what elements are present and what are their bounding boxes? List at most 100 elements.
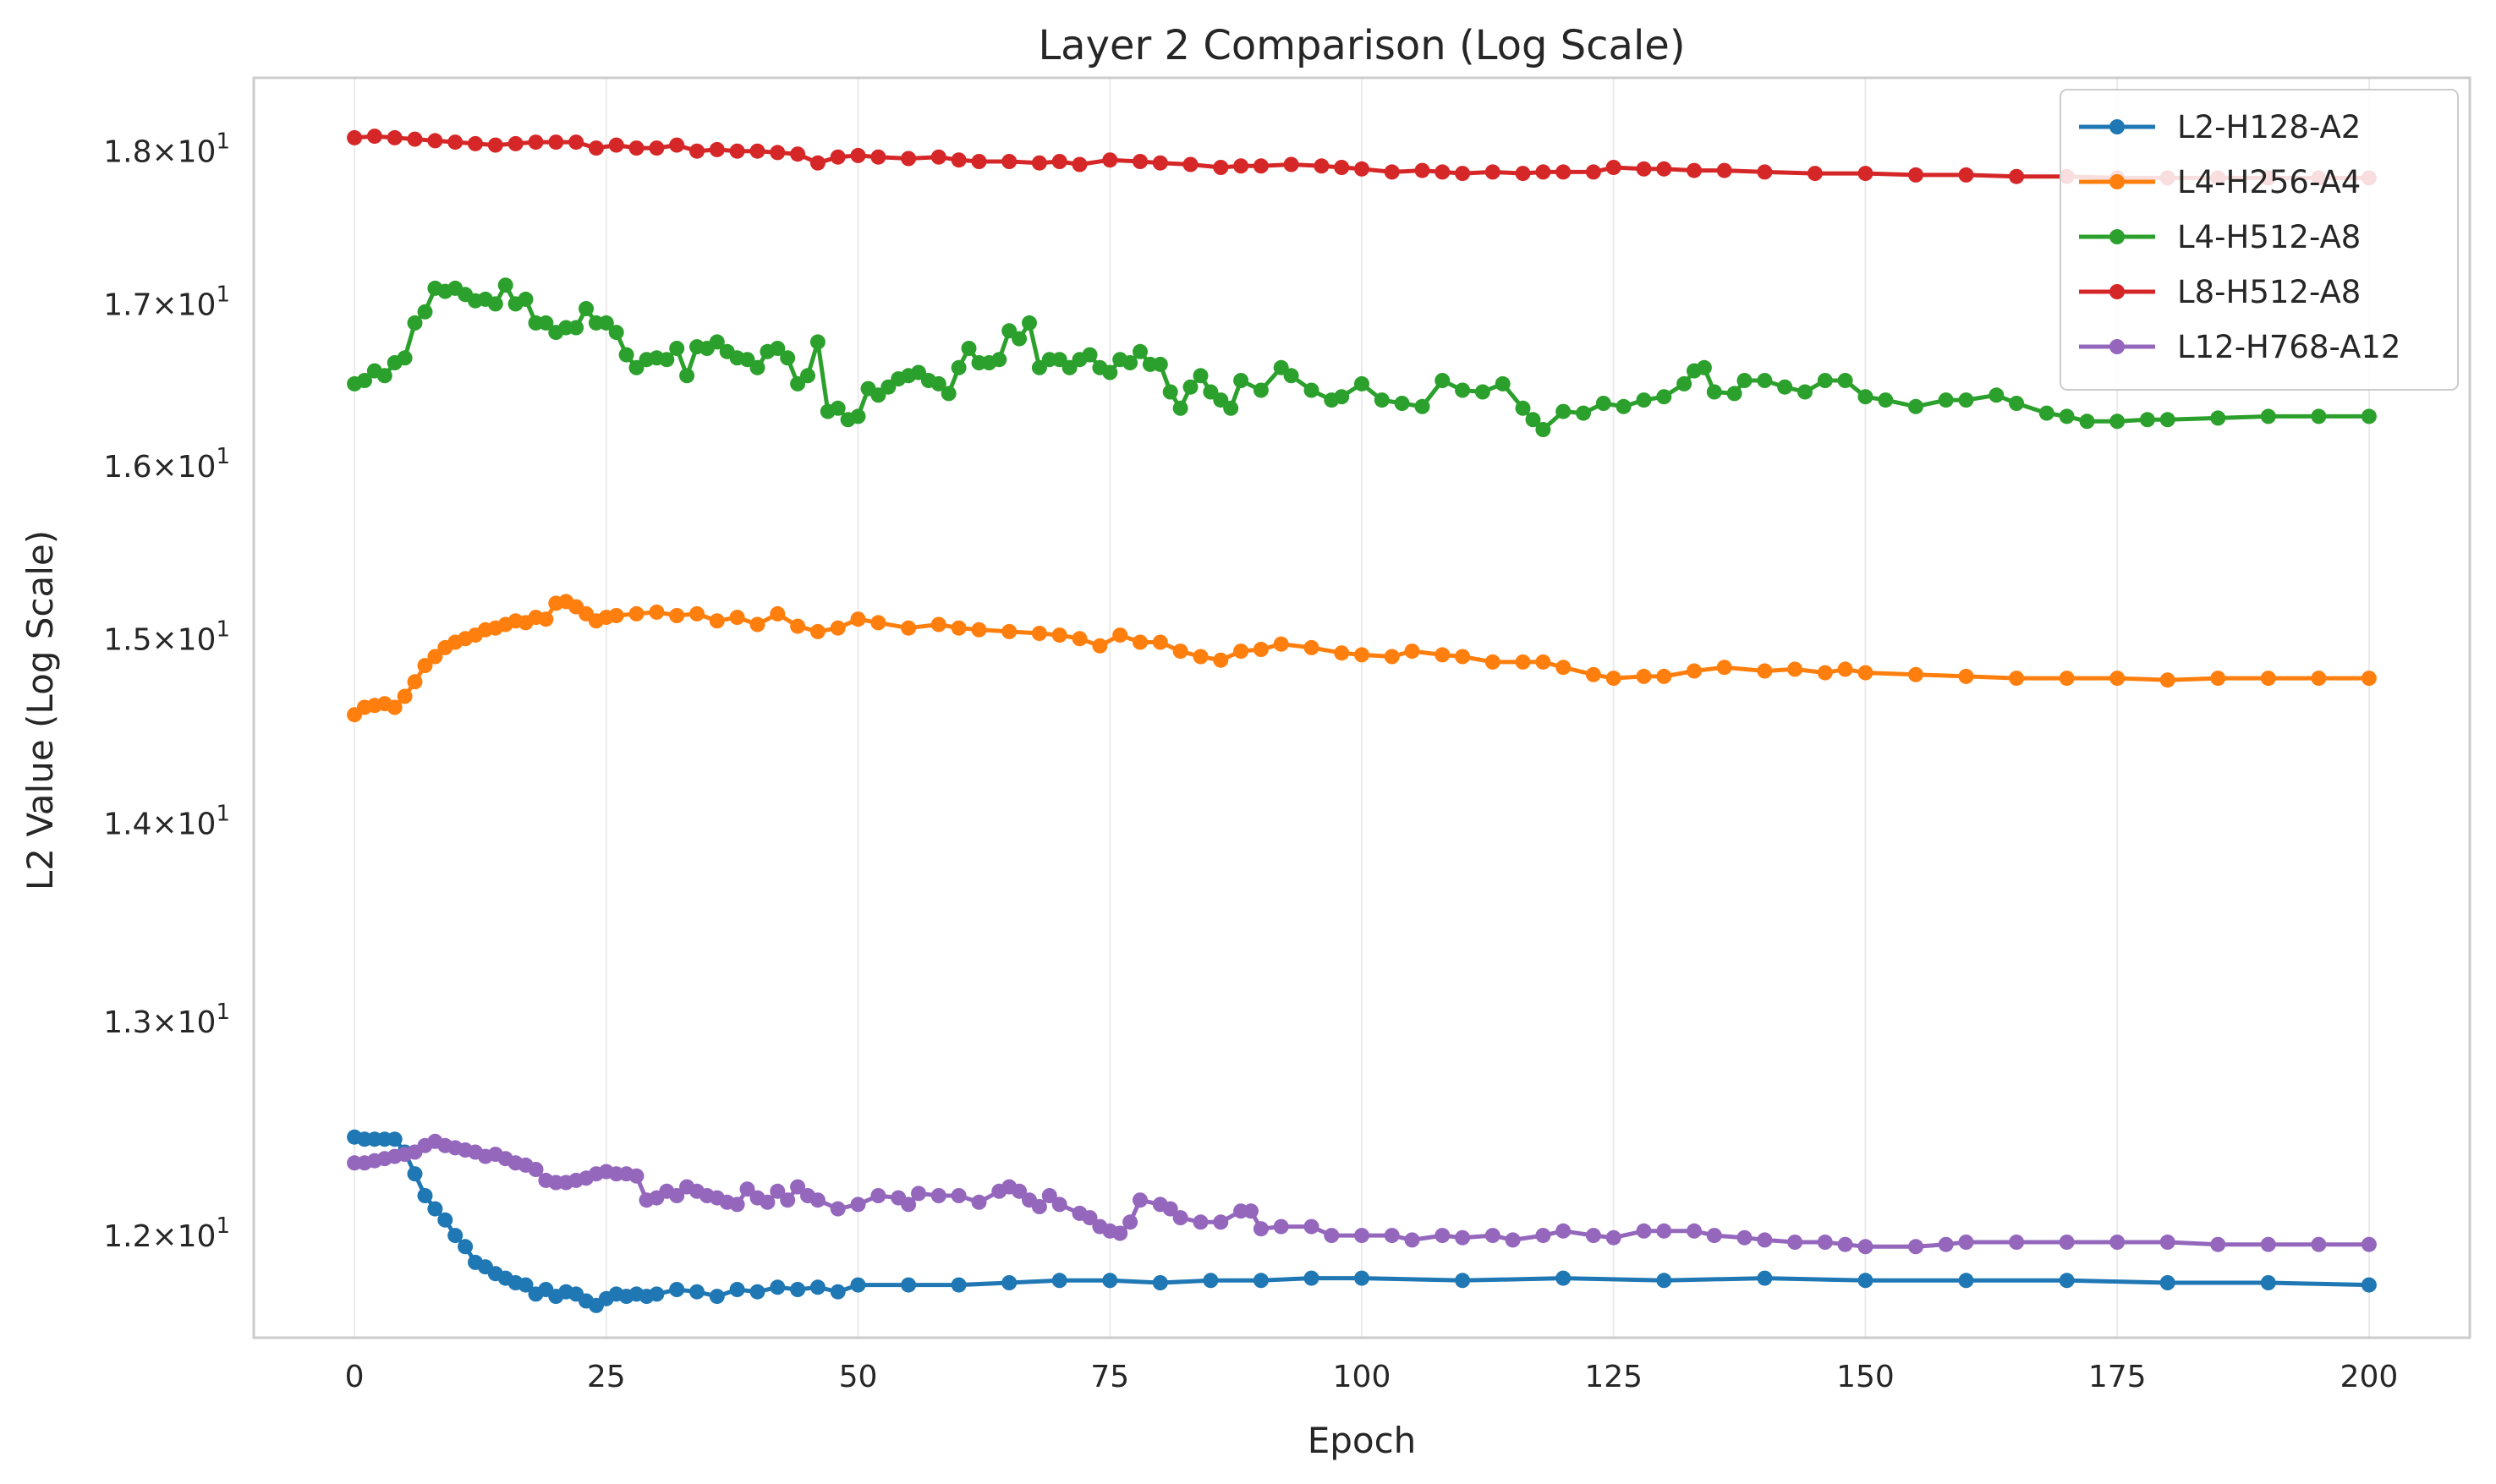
- data-point: [427, 133, 443, 149]
- data-point: [1716, 162, 1732, 178]
- data-point: [1435, 647, 1451, 663]
- data-point: [2260, 1275, 2276, 1290]
- data-point: [598, 315, 614, 331]
- data-point: [790, 1179, 806, 1195]
- data-point: [1576, 405, 1591, 421]
- data-point: [2210, 1236, 2226, 1252]
- data-point: [1041, 1188, 1057, 1203]
- data-point: [417, 658, 433, 674]
- data-point: [538, 315, 554, 331]
- data-point: [1051, 627, 1067, 643]
- data-point: [1716, 660, 1732, 676]
- data-point: [1857, 1273, 1873, 1289]
- data-point: [357, 373, 372, 388]
- data-point: [669, 1282, 685, 1297]
- data-point: [1051, 154, 1067, 169]
- x-tick-label: 150: [1836, 1360, 1895, 1394]
- data-point: [2079, 413, 2095, 430]
- y-tick-label: 1.7×101: [103, 282, 230, 322]
- data-point: [1102, 364, 1118, 381]
- data-point: [1233, 373, 1249, 388]
- data-point: [1133, 1192, 1148, 1208]
- data-point: [1958, 167, 1974, 183]
- data-point: [2260, 408, 2276, 424]
- data-point: [1726, 386, 1742, 402]
- data-point: [1203, 1273, 1219, 1289]
- x-axis-label: Epoch: [1308, 1420, 1417, 1461]
- data-point: [538, 611, 554, 627]
- data-point: [1273, 1218, 1289, 1235]
- data-point: [1072, 156, 1088, 172]
- data-point: [659, 352, 675, 368]
- data-point: [1857, 389, 1873, 405]
- legend-marker: [2109, 229, 2125, 244]
- data-point: [951, 1277, 967, 1293]
- data-point: [1787, 661, 1803, 677]
- data-point: [468, 135, 483, 151]
- data-point: [1283, 156, 1299, 172]
- data-point: [901, 1197, 917, 1213]
- data-point: [1213, 652, 1229, 668]
- data-point: [749, 616, 765, 632]
- data-point: [528, 1162, 544, 1177]
- x-axis-ticks: 0 25 50 75 100 125 150 175 200: [345, 1360, 2399, 1394]
- data-point: [1525, 412, 1541, 428]
- data-point: [800, 368, 815, 384]
- data-point: [1122, 355, 1138, 370]
- data-point: [850, 408, 866, 424]
- legend-item: L12-H768-A12: [2079, 329, 2400, 365]
- data-point: [1092, 638, 1108, 654]
- data-point: [1102, 1273, 1118, 1289]
- x-tick-label: 25: [587, 1360, 626, 1394]
- data-point: [1223, 400, 1239, 416]
- data-point: [1455, 1273, 1471, 1289]
- data-point: [1133, 343, 1148, 359]
- data-point: [1253, 158, 1269, 174]
- data-point: [1334, 160, 1350, 175]
- data-point: [1455, 649, 1471, 665]
- data-point: [1435, 1228, 1451, 1244]
- legend-marker: [2109, 119, 2125, 134]
- data-point: [437, 1212, 453, 1228]
- data-point: [2059, 1235, 2075, 1250]
- data-point: [1605, 160, 1621, 175]
- data-point: [1495, 375, 1511, 392]
- data-point: [679, 368, 695, 384]
- series-L4-H256-A4: [347, 594, 2377, 723]
- data-point: [2009, 168, 2025, 184]
- data-point: [1435, 373, 1451, 388]
- data-point: [1687, 1223, 1702, 1239]
- data-point: [1182, 379, 1199, 395]
- data-point: [850, 147, 866, 163]
- data-point: [790, 146, 806, 162]
- y-axis-ticks: 1.2×101 1.3×101 1.4×101 1.5×101 1.6×101 1.7×1…: [103, 129, 230, 1254]
- data-point: [2210, 671, 2226, 687]
- data-point: [1112, 1225, 1128, 1241]
- data-point: [1253, 642, 1269, 657]
- chart-title: Layer 2 Comparison (Log Scale): [1038, 22, 1685, 69]
- data-point: [608, 325, 624, 341]
- data-point: [1757, 164, 1773, 180]
- legend-item: L4-H256-A4: [2079, 164, 2361, 200]
- data-point: [2059, 408, 2075, 424]
- data-point: [901, 1277, 917, 1293]
- data-point: [427, 649, 443, 665]
- y-tick-label: 1.3×101: [103, 999, 230, 1040]
- x-tick-label: 100: [1333, 1360, 1391, 1394]
- data-point: [1001, 154, 1018, 169]
- data-point: [961, 341, 977, 356]
- data-point: [1656, 389, 1672, 405]
- data-point: [809, 334, 826, 350]
- data-point: [1515, 654, 1531, 670]
- data-point: [1414, 398, 1430, 414]
- data-point: [608, 608, 624, 623]
- data-point: [1193, 649, 1209, 665]
- data-point: [1354, 161, 1369, 177]
- data-point: [669, 137, 685, 153]
- y-tick-label: 1.8×101: [103, 129, 230, 170]
- series-L12-H768-A12: [347, 1133, 2377, 1255]
- plot-frame: [252, 76, 2471, 1339]
- data-point: [376, 368, 392, 384]
- series-layer: [347, 129, 2377, 1313]
- data-point: [1354, 1270, 1369, 1286]
